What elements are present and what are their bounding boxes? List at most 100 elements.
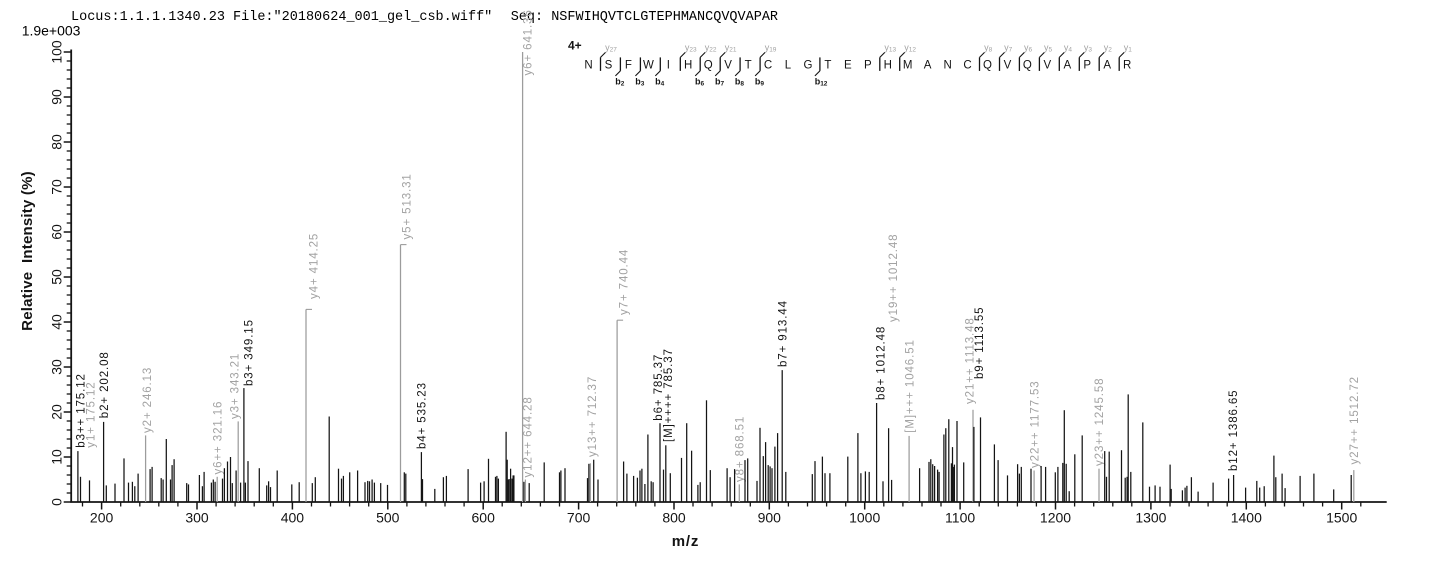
svg-text:C: C <box>764 60 772 72</box>
svg-text:H: H <box>884 60 892 72</box>
svg-text:y12++ 644.28: y12++ 644.28 <box>523 396 535 477</box>
svg-text:1300: 1300 <box>1135 510 1166 526</box>
svg-text:b6: b6 <box>695 77 705 88</box>
svg-text:600: 600 <box>472 510 496 526</box>
svg-text:300: 300 <box>185 510 209 526</box>
svg-text:A: A <box>924 60 932 72</box>
svg-text:y22: y22 <box>705 43 717 54</box>
svg-text:I: I <box>667 60 670 72</box>
svg-text:y3: y3 <box>1084 43 1093 54</box>
svg-text:C: C <box>963 60 971 72</box>
svg-text:y13: y13 <box>884 43 896 54</box>
svg-text:Q: Q <box>704 60 713 72</box>
svg-text:y6+ 641.36: y6+ 641.36 <box>523 9 535 75</box>
svg-text:b2: b2 <box>615 77 625 88</box>
svg-text:b4+ 535.23: b4+ 535.23 <box>417 382 429 449</box>
svg-text:b4: b4 <box>655 77 665 88</box>
svg-text:800: 800 <box>662 510 686 526</box>
svg-text:100: 100 <box>49 40 65 64</box>
svg-text:b6+ 785.37: b6+ 785.37 <box>653 354 665 421</box>
svg-text:y8+ 868.51: y8+ 868.51 <box>735 416 747 482</box>
svg-text:20: 20 <box>49 404 65 420</box>
svg-text:10: 10 <box>49 449 65 465</box>
svg-text:y2+ 246.13: y2+ 246.13 <box>142 367 154 433</box>
svg-text:W: W <box>643 60 654 72</box>
svg-text:b12: b12 <box>815 77 828 88</box>
svg-text:H: H <box>684 60 692 72</box>
svg-text:Q: Q <box>983 60 992 72</box>
svg-text:b8+ 1012.48: b8+ 1012.48 <box>876 326 888 400</box>
svg-text:700: 700 <box>567 510 591 526</box>
svg-text:Seq: NSFWIHQVTCLGTEPHMANCQVQVA: Seq: NSFWIHQVTCLGTEPHMANCQVQVAPAR <box>511 10 778 25</box>
svg-text:y1: y1 <box>1124 43 1133 54</box>
svg-text:1400: 1400 <box>1231 510 1262 526</box>
svg-text:40: 40 <box>49 314 65 330</box>
svg-text:1000: 1000 <box>849 510 880 526</box>
svg-text:1200: 1200 <box>1040 510 1071 526</box>
svg-text:b3: b3 <box>635 77 645 88</box>
svg-text:1100: 1100 <box>945 510 975 526</box>
svg-text:b3++ 175.12: b3++ 175.12 <box>76 373 88 448</box>
svg-text:y5+ 513.31: y5+ 513.31 <box>402 173 414 239</box>
svg-text:y7: y7 <box>1004 43 1013 54</box>
svg-text:200: 200 <box>90 510 114 526</box>
svg-text:y19: y19 <box>765 43 777 54</box>
svg-text:y23: y23 <box>685 43 697 54</box>
svg-text:b3+ 349.15: b3+ 349.15 <box>244 319 256 386</box>
svg-text:F: F <box>625 60 632 72</box>
svg-text:b9+ 1113.55: b9+ 1113.55 <box>974 307 986 379</box>
svg-text:y13++ 712.37: y13++ 712.37 <box>587 376 599 457</box>
svg-text:y5: y5 <box>1044 43 1053 54</box>
svg-text:y1+ 175.12: y1+ 175.12 <box>86 381 98 447</box>
svg-text:S: S <box>605 60 613 72</box>
svg-text:y27++ 1512.72: y27++ 1512.72 <box>1349 376 1361 464</box>
svg-text:900: 900 <box>758 510 782 526</box>
svg-text:Relative Intensity (%): Relative Intensity (%) <box>19 171 36 331</box>
svg-text:y21: y21 <box>725 43 737 54</box>
svg-text:500: 500 <box>376 510 400 526</box>
svg-text:m/z: m/z <box>672 533 699 550</box>
svg-text:b7+ 913.44: b7+ 913.44 <box>777 300 789 367</box>
svg-text:P: P <box>1083 60 1091 72</box>
svg-text:0: 0 <box>49 498 65 506</box>
svg-text:V: V <box>724 60 732 72</box>
svg-text:y4: y4 <box>1064 43 1073 54</box>
svg-text:60: 60 <box>49 224 65 240</box>
svg-text:400: 400 <box>281 510 305 526</box>
svg-text:80: 80 <box>49 134 65 150</box>
svg-text:y4+ 414.25: y4+ 414.25 <box>309 233 321 299</box>
svg-text:30: 30 <box>49 359 65 375</box>
svg-text:[M]++++ 785.37: [M]++++ 785.37 <box>663 348 675 442</box>
svg-text:T: T <box>745 60 752 72</box>
svg-text:N: N <box>584 60 592 72</box>
svg-text:y6++ 321.16: y6++ 321.16 <box>212 401 224 475</box>
svg-text:N: N <box>943 60 951 72</box>
svg-text:y22++ 1177.53: y22++ 1177.53 <box>1029 380 1041 468</box>
svg-text:y23++ 1245.58: y23++ 1245.58 <box>1094 378 1106 466</box>
svg-text:y6: y6 <box>1024 43 1033 54</box>
svg-text:1500: 1500 <box>1326 510 1357 526</box>
svg-text:M: M <box>903 60 913 72</box>
svg-text:G: G <box>804 60 813 72</box>
svg-text:y19++ 1012.48: y19++ 1012.48 <box>888 234 900 322</box>
svg-text:A: A <box>1103 60 1111 72</box>
svg-text:b2+ 202.08: b2+ 202.08 <box>99 351 111 418</box>
svg-text:y8: y8 <box>984 43 993 54</box>
svg-text:4+: 4+ <box>568 39 582 53</box>
svg-text:y12: y12 <box>904 43 916 54</box>
svg-text:T: T <box>824 60 831 72</box>
svg-text:y3+ 343.21: y3+ 343.21 <box>229 353 241 419</box>
svg-text:b7: b7 <box>715 77 725 88</box>
svg-text:70: 70 <box>49 179 65 195</box>
svg-text:b8: b8 <box>735 77 745 88</box>
svg-text:Q: Q <box>1023 60 1032 72</box>
svg-text:b12+ 1386.65: b12+ 1386.65 <box>1228 390 1240 471</box>
svg-text:E: E <box>844 60 852 72</box>
svg-text:R: R <box>1123 60 1131 72</box>
svg-text:y27: y27 <box>605 43 617 54</box>
svg-text:Locus:1.1.1.1340.23 File:"2018: Locus:1.1.1.1340.23 File:"20180624_001_g… <box>71 10 492 25</box>
svg-text:90: 90 <box>49 89 65 105</box>
svg-text:[M]+++ 1046.51: [M]+++ 1046.51 <box>904 339 916 432</box>
svg-text:y21++ 1113.48: y21++ 1113.48 <box>965 317 977 404</box>
svg-text:V: V <box>1004 60 1012 72</box>
